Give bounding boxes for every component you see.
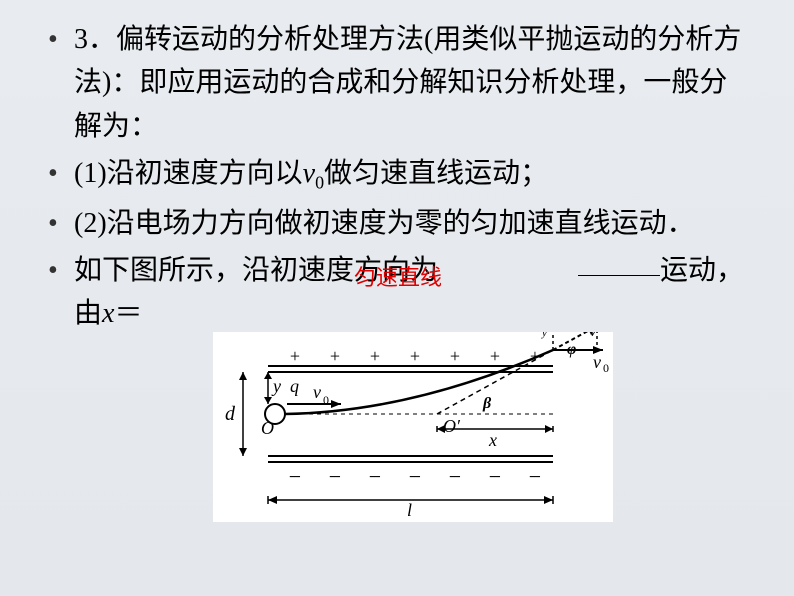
svg-text:+: + — [410, 346, 420, 366]
label-Oprime: O′ — [443, 416, 461, 436]
svg-text:−: − — [489, 464, 501, 489]
p2-v: v — [303, 158, 315, 189]
label-d: d — [225, 403, 236, 425]
label-x: x — [488, 430, 497, 450]
label-O: O — [261, 418, 274, 438]
p4-x: x — [102, 298, 114, 329]
label-v0-left: v — [313, 382, 321, 402]
svg-text:+: + — [330, 346, 340, 366]
p4-eq: ＝ — [114, 298, 142, 329]
svg-text:0: 0 — [603, 361, 609, 375]
svg-text:−: − — [289, 464, 301, 489]
label-beta: β — [482, 395, 492, 412]
svg-text:+: + — [490, 346, 500, 366]
text-2: (1)沿初速度方向以v0做匀速直线运动； — [74, 152, 548, 197]
label-v: v — [589, 332, 597, 340]
red-annotation: 匀速直线 — [354, 260, 442, 292]
svg-text:−: − — [449, 464, 461, 489]
paragraph-1: • 3．偏转运动的分析处理方法(用类似平抛运动的分析方法)：即应用运动的合成和分… — [48, 18, 754, 148]
bullet-2: • — [48, 152, 60, 195]
label-q: q — [290, 376, 299, 396]
blank-line — [578, 275, 660, 276]
text-1: 3．偏转运动的分析处理方法(用类似平抛运动的分析方法)：即应用运动的合成和分解知… — [74, 18, 754, 148]
diagram-svg: + + + + + + + − − − − − − − d y q — [213, 332, 613, 522]
p2-before: (1)沿初速度方向以 — [74, 158, 303, 189]
label-l: l — [407, 500, 412, 520]
svg-text:+: + — [290, 346, 300, 366]
paragraph-2: • (1)沿初速度方向以v0做匀速直线运动； — [48, 152, 754, 197]
physics-diagram: + + + + + + + − − − − − − − d y q — [213, 332, 613, 522]
svg-text:0: 0 — [323, 393, 329, 407]
text-3: (2)沿电场力方向做初速度为零的匀加速直线运动． — [74, 202, 695, 245]
bullet-4: • — [48, 249, 60, 292]
svg-text:−: − — [529, 464, 541, 489]
svg-text:+: + — [450, 346, 460, 366]
svg-text:y: y — [541, 332, 547, 339]
label-phi: φ — [567, 341, 576, 358]
label-vy: v — [533, 332, 541, 336]
label-y: y — [271, 376, 281, 396]
svg-text:−: − — [409, 464, 421, 489]
svg-text:−: − — [369, 464, 381, 489]
paragraph-3: • (2)沿电场力方向做初速度为零的匀加速直线运动． — [48, 202, 754, 245]
label-v0-right: v — [593, 352, 601, 372]
svg-text:−: − — [329, 464, 341, 489]
p2-after: 做匀速直线运动； — [324, 158, 548, 189]
svg-text:+: + — [370, 346, 380, 366]
bullet-3: • — [48, 202, 60, 245]
p2-sub: 0 — [315, 173, 324, 193]
bullet-1: • — [48, 18, 60, 61]
